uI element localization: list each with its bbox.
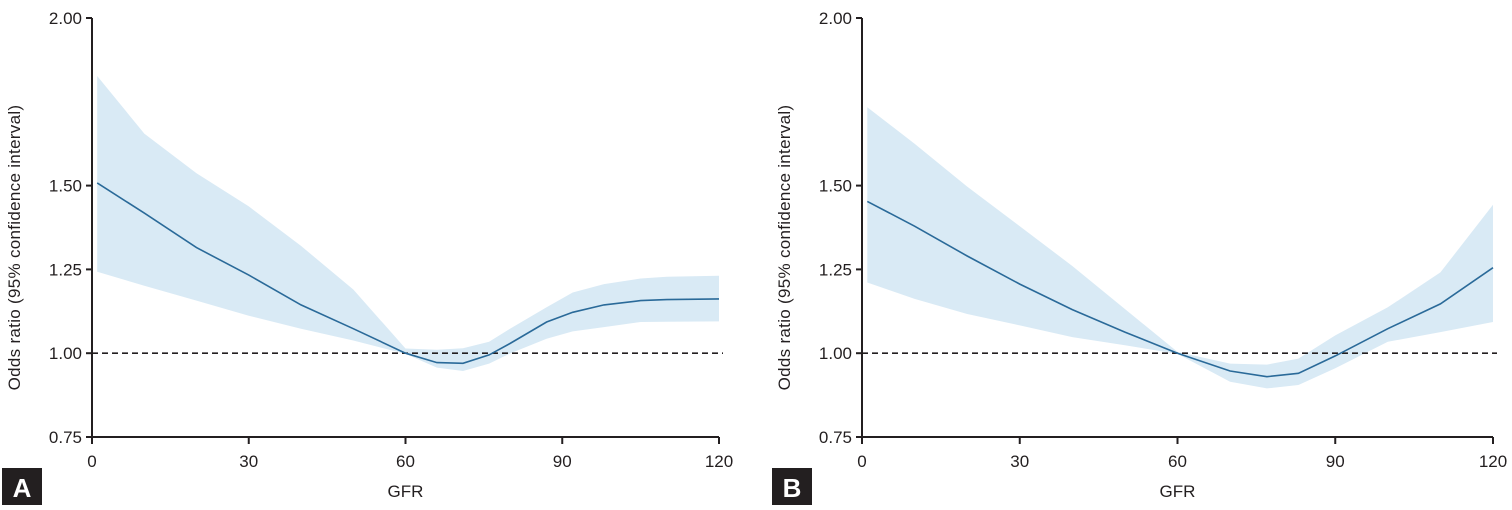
y-tick-label: 1.25 (49, 260, 82, 279)
y-tick-label: 0.75 (49, 428, 82, 447)
x-tick-label: 90 (1326, 452, 1345, 471)
x-tick-label: 30 (1010, 452, 1029, 471)
estimate-line (96, 182, 720, 365)
panel-letter: A (13, 473, 32, 503)
x-tick-label: 0 (857, 452, 866, 471)
confidence-band (867, 107, 1493, 389)
y-tick-label: 1.00 (819, 344, 852, 363)
x-tick-label: 120 (705, 452, 733, 471)
x-tick-label: 60 (396, 452, 415, 471)
x-axis-label: GFR (388, 482, 424, 501)
y-axis-label: Odds ratio (95% confidence interval) (775, 105, 794, 391)
x-tick-label: 120 (1479, 452, 1507, 471)
y-axis-label: Odds ratio (95% confidence interval) (5, 105, 24, 391)
panel-letter: B (783, 473, 802, 503)
y-tick-label: 1.50 (49, 177, 82, 196)
y-tick-label: 2.00 (49, 9, 82, 28)
x-tick-label: 60 (1168, 452, 1187, 471)
y-tick-label: 1.50 (819, 177, 852, 196)
panel-a: 0.75 1.00 1.25 1.50 2.00 0 30 60 90 120 GFR Odds ra… (2, 9, 733, 505)
y-tick-label: 1.00 (49, 344, 82, 363)
y-tick-label: 1.25 (819, 260, 852, 279)
panel-b: 0.75 1.00 1.25 1.50 2.00 0 30 60 90 120 GFR Odds ra… (772, 9, 1507, 505)
x-tick-label: 90 (553, 452, 572, 471)
estimate-line (866, 200, 1494, 378)
x-tick-label: 30 (239, 452, 258, 471)
panel-letter-box (772, 468, 812, 505)
y-tick-label: 2.00 (819, 9, 852, 28)
panel-letter-box (2, 468, 42, 505)
y-tick-label: 0.75 (819, 428, 852, 447)
confidence-band (97, 76, 719, 371)
x-tick-label: 0 (87, 452, 96, 471)
x-axis-label: GFR (1160, 482, 1196, 501)
